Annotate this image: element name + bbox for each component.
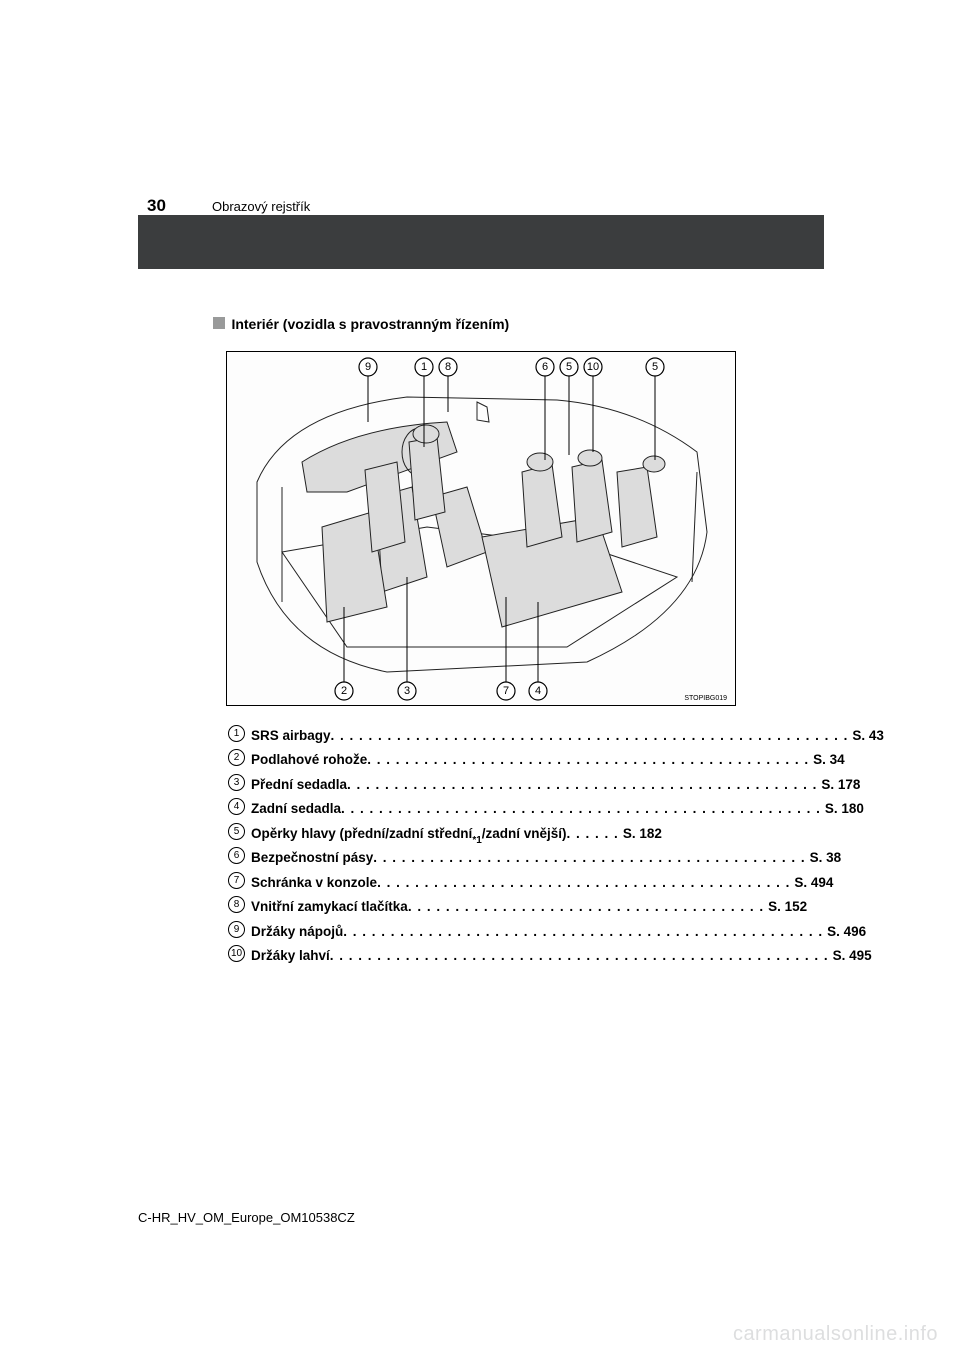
diagram-svg: 9 1 8 6 5 10 5 2 3 7 4 STOPIBG019 — [227, 352, 735, 705]
callout-number: 3 — [404, 685, 410, 697]
leader-dots: . . . . . . . . . . . . . . . . . . . . … — [341, 801, 821, 816]
item-number-circle: 8 — [228, 896, 245, 913]
item-label: SRS airbagy — [251, 728, 331, 743]
item-page-ref: S. 180 — [825, 801, 864, 816]
leader-dots: . . . . . . . . . . . . . . . . . . . . … — [331, 728, 849, 743]
callout-number: 9 — [365, 361, 371, 373]
item-page-ref: S. 34 — [813, 752, 845, 767]
index-list-row: 2Podlahové rohože . . . . . . . . . . . … — [228, 743, 728, 768]
section-heading: Interiér (vozidla s pravostranným řízení… — [213, 316, 509, 334]
leader-dots: . . . . . . — [567, 826, 619, 841]
index-list-row: 5Opěrky hlavy (přední/zadní střední*1 /z… — [228, 816, 728, 841]
item-page-ref: S. 494 — [794, 875, 833, 890]
index-list-row: 9Držáky nápojů . . . . . . . . . . . . .… — [228, 914, 728, 939]
item-label: Držáky lahví — [251, 948, 330, 963]
item-number-circle: 6 — [228, 847, 245, 864]
callout-number: 5 — [652, 361, 658, 373]
index-list-row: 10Držáky lahví . . . . . . . . . . . . .… — [228, 939, 728, 964]
item-number-circle: 5 — [228, 823, 245, 840]
item-label: Vnitřní zamykací tlačítka — [251, 899, 408, 914]
item-number-circle: 7 — [228, 872, 245, 889]
callout-number: 7 — [503, 685, 509, 697]
item-page-ref: S. 495 — [833, 948, 872, 963]
item-label: Zadní sedadla — [251, 801, 341, 816]
page-number: 30 — [147, 196, 166, 216]
index-list: 1SRS airbagy . . . . . . . . . . . . . .… — [228, 718, 728, 963]
item-number-circle: 3 — [228, 774, 245, 791]
watermark: carmanualsonline.info — [733, 1323, 938, 1346]
leader-dots: . . . . . . . . . . . . . . . . . . . . … — [330, 948, 829, 963]
item-number-circle: 9 — [228, 921, 245, 938]
item-label: Schránka v konzole — [251, 875, 377, 890]
leader-dots: . . . . . . . . . . . . . . . . . . . . … — [367, 752, 809, 767]
item-label: Podlahové rohože — [251, 752, 367, 767]
index-list-row: 1SRS airbagy . . . . . . . . . . . . . .… — [228, 718, 728, 743]
item-label: Bezpečnostní pásy — [251, 850, 373, 865]
callout-number: 5 — [566, 361, 572, 373]
item-number-circle: 1 — [228, 725, 245, 742]
item-page-ref: S. 178 — [821, 777, 860, 792]
leader-dots: . . . . . . . . . . . . . . . . . . . . … — [373, 850, 805, 865]
item-number-circle: 2 — [228, 749, 245, 766]
callout-number: 6 — [542, 361, 548, 373]
callout-number: 2 — [341, 685, 347, 697]
header-title: Obrazový rejstřík — [212, 199, 310, 214]
item-number-circle: 10 — [228, 945, 245, 962]
footer-code: C-HR_HV_OM_Europe_OM10538CZ — [138, 1210, 355, 1225]
car-outline — [257, 397, 707, 672]
item-page-ref: S. 496 — [827, 924, 866, 939]
index-list-row: 7Schránka v konzole . . . . . . . . . . … — [228, 865, 728, 890]
item-page-ref: S. 43 — [852, 728, 884, 743]
callout-number: 1 — [421, 361, 427, 373]
leader-dots: . . . . . . . . . . . . . . . . . . . . … — [347, 777, 817, 792]
section-title-text: Interiér (vozidla s pravostranným řízení… — [231, 316, 509, 332]
index-list-row: 4Zadní sedadla . . . . . . . . . . . . .… — [228, 792, 728, 817]
item-label-cont: /zadní vnější) — [482, 826, 567, 841]
leader-dots: . . . . . . . . . . . . . . . . . . . . … — [408, 899, 764, 914]
callout-number: 4 — [535, 685, 541, 697]
square-bullet-icon — [213, 317, 225, 329]
leader-dots: . . . . . . . . . . . . . . . . . . . . … — [377, 875, 790, 890]
item-page-ref: S. 182 — [623, 826, 662, 841]
callout-number: 8 — [445, 361, 451, 373]
interior-diagram: 9 1 8 6 5 10 5 2 3 7 4 STOPIBG019 — [226, 351, 736, 706]
item-page-ref: S. 152 — [768, 899, 807, 914]
index-list-row: 8Vnitřní zamykací tlačítka . . . . . . .… — [228, 890, 728, 915]
leader-dots: . . . . . . . . . . . . . . . . . . . . … — [343, 924, 823, 939]
diagram-image-code: STOPIBG019 — [684, 695, 727, 702]
header-dark-band — [138, 215, 824, 269]
item-number-circle: 4 — [228, 798, 245, 815]
index-list-row: 3Přední sedadla . . . . . . . . . . . . … — [228, 767, 728, 792]
item-label: Opěrky hlavy (přední/zadní střední — [251, 826, 472, 841]
callout-number: 10 — [587, 361, 599, 373]
item-label: Držáky nápojů — [251, 924, 343, 939]
item-page-ref: S. 38 — [810, 850, 842, 865]
item-label: Přední sedadla — [251, 777, 347, 792]
